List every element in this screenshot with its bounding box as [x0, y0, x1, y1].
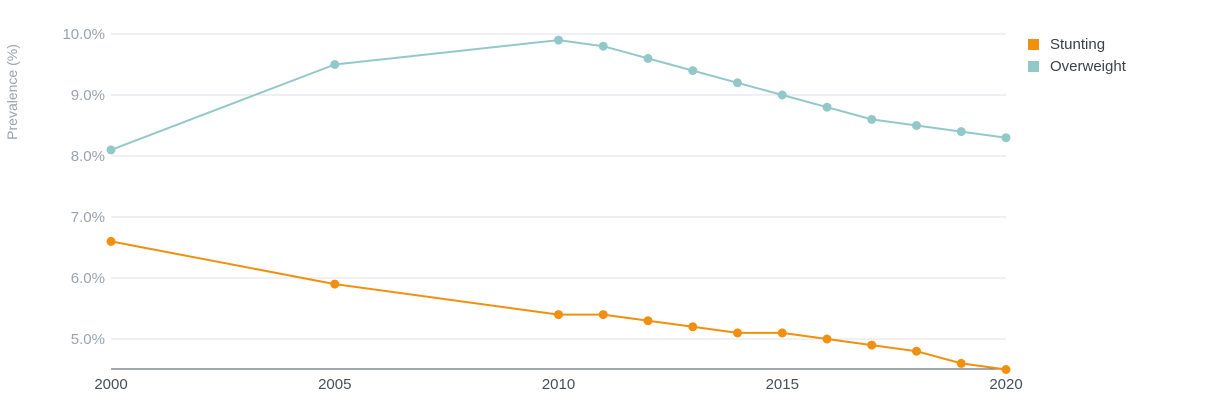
- legend-swatch-stunting: [1028, 38, 1039, 50]
- legend-item-overweight[interactable]: Overweight: [1028, 55, 1126, 77]
- x-tick-label: 2000: [94, 376, 127, 393]
- legend-swatch-overweight: [1028, 60, 1039, 72]
- legend-item-stunting[interactable]: Stunting: [1028, 33, 1126, 55]
- data-point-overweight[interactable]: [956, 127, 966, 137]
- data-point-stunting[interactable]: [956, 358, 966, 368]
- legend: Stunting Overweight: [1028, 33, 1126, 77]
- x-tick-label: 2005: [318, 376, 351, 393]
- data-point-overweight[interactable]: [777, 90, 787, 100]
- data-point-stunting[interactable]: [643, 316, 653, 326]
- data-point-stunting[interactable]: [688, 322, 698, 332]
- data-point-overweight[interactable]: [867, 114, 877, 124]
- x-tick-label: 2010: [542, 376, 575, 393]
- data-point-overweight[interactable]: [643, 53, 653, 63]
- y-tick-label: 7.0%: [71, 209, 105, 226]
- x-tick-label: 2020: [989, 376, 1022, 393]
- data-point-stunting[interactable]: [330, 279, 340, 289]
- data-point-overweight[interactable]: [106, 145, 116, 155]
- y-tick-label: 8.0%: [71, 148, 105, 165]
- data-point-stunting[interactable]: [822, 334, 832, 344]
- legend-label-overweight: Overweight: [1050, 57, 1126, 75]
- series-group: [106, 35, 1011, 374]
- y-tick-label: 9.0%: [71, 87, 105, 104]
- data-point-stunting[interactable]: [106, 236, 116, 246]
- data-point-overweight[interactable]: [554, 35, 563, 45]
- y-tick-label: 6.0%: [71, 270, 105, 287]
- data-point-stunting[interactable]: [733, 328, 742, 338]
- data-point-overweight[interactable]: [1001, 133, 1011, 143]
- y-tick-label: 5.0%: [71, 331, 105, 348]
- y-tick-label: 10.0%: [62, 26, 105, 43]
- x-tick-label: 2015: [766, 376, 799, 393]
- y-axis-title: Prevalence (%): [4, 44, 20, 140]
- data-point-overweight[interactable]: [912, 121, 921, 130]
- data-point-stunting[interactable]: [1001, 365, 1011, 374]
- series-line-stunting: [110, 240, 1007, 371]
- data-point-overweight[interactable]: [733, 78, 742, 88]
- data-point-stunting[interactable]: [867, 340, 877, 350]
- legend-label-stunting: Stunting: [1050, 35, 1106, 53]
- data-point-stunting[interactable]: [777, 328, 787, 338]
- data-point-overweight[interactable]: [598, 41, 608, 51]
- x-axis-ticks: 2000 2005 2010 2015 2020: [94, 376, 1022, 393]
- data-point-stunting[interactable]: [598, 310, 608, 320]
- y-axis-ticks: 5.0% 6.0% 7.0% 8.0% 9.0% 10.0%: [62, 26, 105, 348]
- data-point-overweight[interactable]: [822, 102, 832, 112]
- data-point-overweight[interactable]: [330, 60, 340, 69]
- gridlines: [111, 33, 1006, 340]
- data-point-overweight[interactable]: [688, 66, 698, 76]
- data-point-stunting[interactable]: [554, 310, 563, 320]
- data-point-stunting[interactable]: [912, 346, 921, 356]
